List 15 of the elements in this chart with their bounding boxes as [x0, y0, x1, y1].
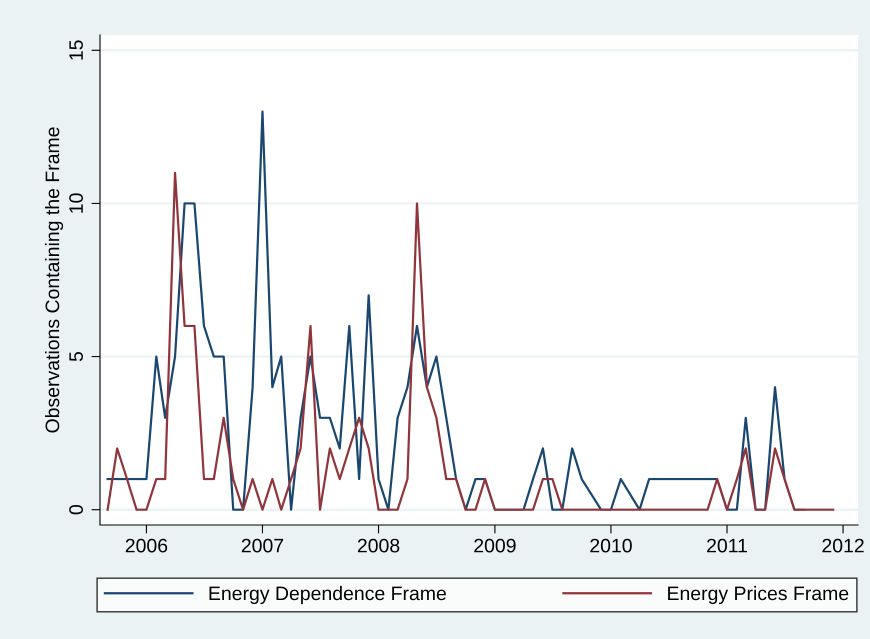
y-tick-label: 10 — [69, 193, 83, 213]
x-tick-label: 2011 — [707, 538, 747, 552]
line-series — [106, 172, 834, 511]
x-tick-label: 2008 — [358, 538, 400, 552]
y-tick-label: 0 — [69, 505, 83, 514]
x-tick-label: 2012 — [822, 538, 864, 552]
x-tick-label: 2009 — [474, 538, 516, 552]
x-tick-label: 2006 — [126, 538, 168, 552]
x-tick-label: 2007 — [242, 538, 284, 552]
y-tick-label: 5 — [69, 352, 83, 362]
y-axis-title: Observations Containing the Frame — [45, 127, 64, 433]
legend-label: Energy Prices Frame — [668, 586, 848, 604]
x-tick-label: 2010 — [590, 538, 632, 552]
y-tick-label: 15 — [69, 40, 83, 60]
legend-label: Energy Dependence Frame — [210, 586, 446, 604]
